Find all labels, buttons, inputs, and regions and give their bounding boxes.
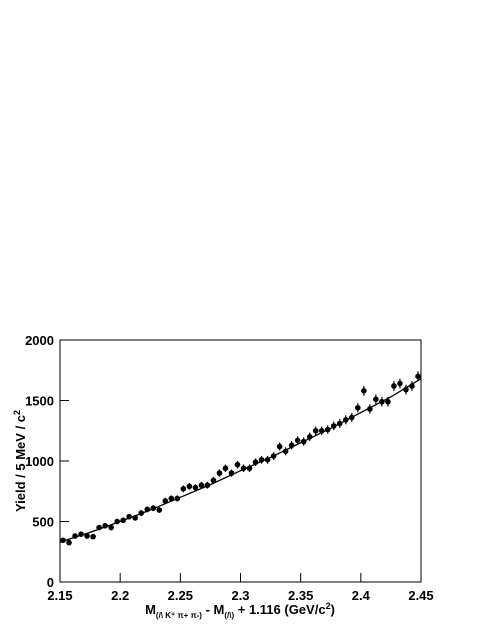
fit-curve (59, 378, 422, 543)
y-axis-label: Yield / 5 MeV / c2 (12, 410, 28, 512)
x-label-sub: (/\) (224, 611, 234, 620)
data-point (391, 383, 397, 389)
y-tick-label: 500 (32, 515, 54, 530)
plot-frame (59, 339, 422, 583)
data-point (108, 524, 114, 531)
x-tick-label: 2.2 (111, 588, 129, 603)
x-tick-label: 2.4 (352, 588, 371, 603)
data-point (276, 443, 283, 450)
data-point (222, 465, 229, 472)
y-label-part: Yield / 5 MeV / c (13, 415, 28, 512)
x-tick-label: 2.35 (288, 588, 313, 603)
data-point (192, 484, 199, 491)
x-tick-label: 2.45 (408, 588, 433, 603)
data-point (216, 470, 223, 476)
data-point (397, 380, 403, 387)
data-point (180, 486, 187, 492)
data-point (162, 498, 169, 504)
data-point (294, 437, 301, 444)
data-point (90, 533, 96, 540)
data-point (186, 483, 193, 490)
x-tick-label: 2.3 (231, 588, 249, 603)
x-label-part: - M (202, 602, 224, 617)
y-tick-label: 2000 (25, 333, 54, 348)
data-point (234, 461, 241, 468)
x-label-part: M (145, 602, 156, 617)
data-point (415, 373, 421, 380)
x-tick-label: 2.25 (168, 588, 193, 603)
y-tick-label: 1000 (25, 454, 54, 469)
data-point (385, 398, 391, 405)
x-tick-label: 2.15 (47, 588, 72, 603)
x-label-part: + 1.116 (GeV/c (234, 602, 325, 617)
data-point (373, 396, 379, 403)
data-point (355, 404, 361, 411)
y-tick-label: 1500 (25, 394, 54, 409)
data-point (198, 482, 205, 489)
data-point (361, 388, 367, 394)
data-point (66, 539, 72, 546)
y-tick-label: 0 (47, 575, 54, 590)
data-point (84, 533, 90, 539)
data-point (210, 477, 217, 484)
x-label-sub: (/\ K⁺ π+ π-) (156, 611, 202, 620)
x-label-part: ) (331, 602, 335, 617)
data-point (312, 427, 319, 434)
data-point (156, 507, 163, 513)
y-label-sup: 2 (12, 410, 22, 415)
x-axis-label: M(/\ K⁺ π+ π-) - M(/\) + 1.116 (GeV/c2) (145, 601, 335, 620)
x-label-sup: 2 (326, 601, 331, 611)
